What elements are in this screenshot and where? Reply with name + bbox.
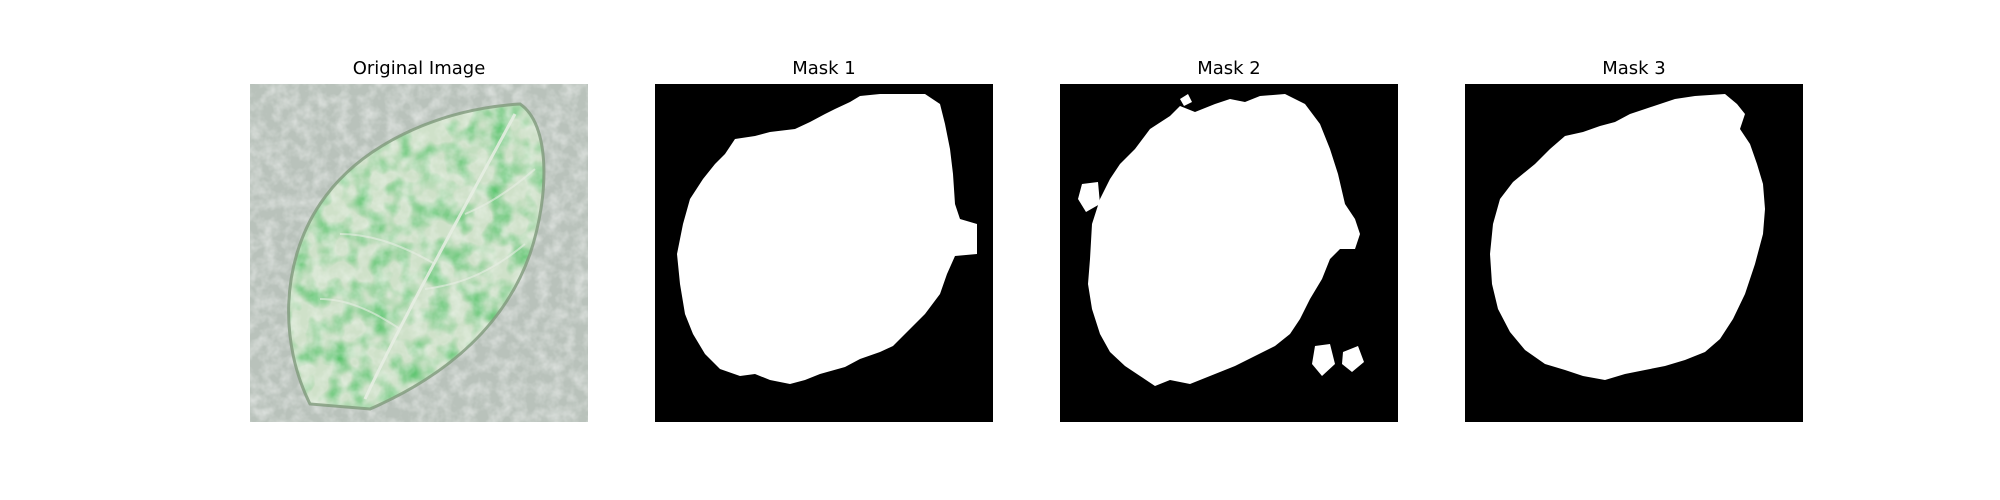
mask-2-panel [1060,84,1398,422]
original-image-panel [250,84,588,422]
panel-title-mask-2: Mask 2 [1197,58,1261,79]
mask-1-panel [655,84,993,422]
panel-title-mask-1: Mask 1 [792,58,856,79]
mask-2-image [1060,84,1398,422]
leaf-photo [250,84,588,422]
mask-1-image [655,84,993,422]
mask-3-panel [1465,84,1803,422]
panel-title-original-image: Original Image [352,58,486,79]
mask-3-image [1465,84,1803,422]
panel-title-mask-3: Mask 3 [1602,58,1666,79]
